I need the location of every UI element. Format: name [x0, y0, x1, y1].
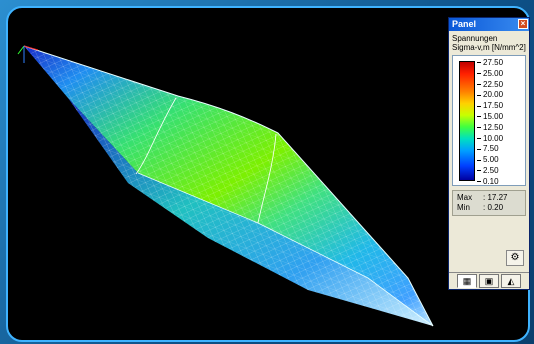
- legend-heading-line2: Sigma-v,m [N/mm^2]: [452, 43, 526, 52]
- legend-tick: 27.50: [477, 59, 503, 67]
- max-value: 17.27: [487, 193, 508, 202]
- fe-mesh-model[interactable]: [8, 8, 528, 340]
- display-tab-icon: ▣: [484, 276, 494, 286]
- min-row: Min : 0.20: [457, 203, 521, 213]
- color-legend: 27.50 25.00 22.50 20.00 17.50 15.00 12.5…: [452, 55, 526, 186]
- max-row: Max : 17.27: [457, 193, 521, 203]
- tab-view[interactable]: ◭: [501, 274, 521, 288]
- results-panel: Panel × Spannungen Sigma-v,m [N/mm^2] 27…: [448, 17, 530, 290]
- panel-tabbar: ▦ ▣ ◭: [449, 272, 529, 289]
- view-tab-icon: ◭: [507, 276, 515, 286]
- legend-tick: 15.00: [477, 113, 503, 121]
- legend-tick: 0.10: [477, 177, 499, 186]
- legend-tick: 5.00: [477, 156, 499, 164]
- legend-heading-line1: Spannungen: [452, 34, 498, 43]
- legend-heading: Spannungen Sigma-v,m [N/mm^2]: [452, 34, 526, 52]
- panel-titlebar[interactable]: Panel ×: [449, 18, 529, 31]
- legend-tick: 20.00: [477, 91, 503, 99]
- axis-triad-icon: [17, 45, 39, 63]
- color-legend-tab-icon: ▦: [462, 276, 472, 286]
- max-colon: :: [483, 193, 488, 202]
- palette-settings-icon: ⚙: [510, 252, 520, 263]
- legend-tick: 25.00: [477, 69, 503, 78]
- panel-title: Panel: [452, 19, 477, 29]
- legend-tick: 12.50: [477, 123, 503, 132]
- color-scale-bar: [459, 61, 475, 181]
- legend-tick: 22.50: [477, 80, 503, 89]
- legend-tick: 7.50: [477, 145, 499, 153]
- min-label: Min: [457, 203, 470, 212]
- legend-tick: 17.50: [477, 102, 503, 110]
- tab-display[interactable]: ▣: [479, 274, 499, 288]
- palette-settings-button[interactable]: ⚙: [506, 250, 524, 266]
- max-label: Max: [457, 193, 473, 202]
- close-icon[interactable]: ×: [518, 19, 528, 29]
- legend-tick: 10.00: [477, 134, 503, 143]
- min-colon: :: [483, 203, 488, 212]
- min-value: 0.20: [487, 203, 504, 212]
- model-viewport[interactable]: [6, 6, 530, 342]
- tab-color-legend[interactable]: ▦: [457, 274, 477, 288]
- legend-tick: 2.50: [477, 167, 499, 175]
- min-max-box: Max : 17.27 Min : 0.20: [452, 190, 526, 216]
